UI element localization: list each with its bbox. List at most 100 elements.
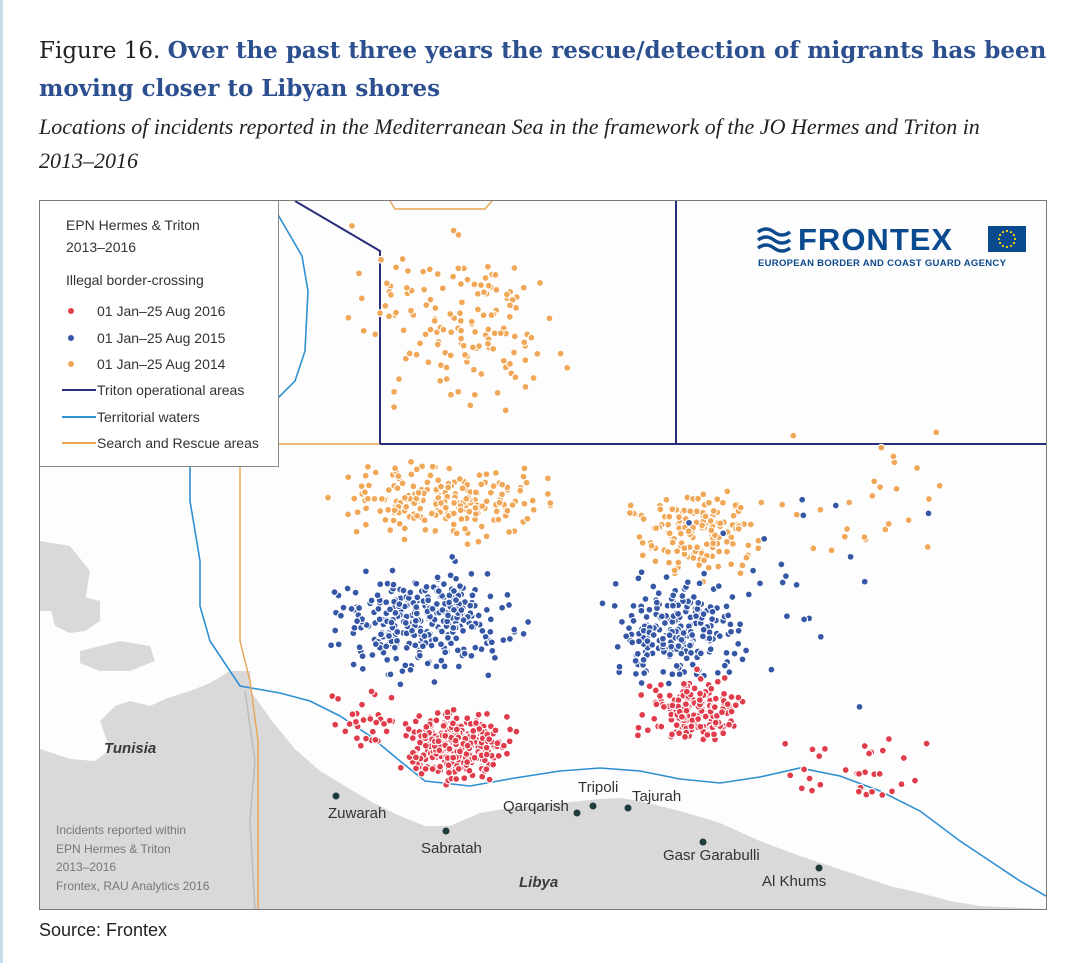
incident-marker-2016 xyxy=(667,730,676,739)
incident-marker-2015 xyxy=(440,662,449,671)
incident-marker-2014 xyxy=(400,493,409,502)
incident-marker-2015 xyxy=(524,618,533,626)
incident-marker-2015 xyxy=(408,626,416,635)
incident-marker-2015 xyxy=(423,659,432,668)
incident-marker-2014 xyxy=(706,516,715,525)
incident-marker-2016 xyxy=(345,720,354,728)
incident-marker-2015 xyxy=(412,603,421,612)
incident-marker-2016 xyxy=(367,687,376,696)
country-label-libya: Libya xyxy=(519,874,559,891)
incident-marker-2016 xyxy=(820,744,829,753)
incident-marker-2014 xyxy=(484,281,493,290)
incident-marker-2015 xyxy=(708,615,717,624)
incident-marker-2015 xyxy=(367,596,376,605)
incident-marker-2014 xyxy=(389,516,398,525)
legend-label: 01 Jan–25 Aug 2016 xyxy=(97,303,226,319)
incident-marker-2016 xyxy=(718,708,726,717)
incident-marker-2014 xyxy=(778,500,787,509)
incident-marker-2015 xyxy=(467,569,476,578)
incident-marker-2014 xyxy=(495,498,504,507)
incident-marker-2014 xyxy=(463,540,472,549)
incident-marker-2015 xyxy=(625,624,633,633)
incident-marker-2014 xyxy=(449,272,458,281)
incident-marker-2015 xyxy=(457,606,466,615)
incident-marker-2014 xyxy=(461,350,469,359)
incident-marker-2014 xyxy=(394,472,403,481)
incident-marker-2015 xyxy=(637,679,646,687)
incident-marker-2014 xyxy=(635,533,644,541)
incident-marker-2015 xyxy=(445,598,454,607)
incident-marker-2015 xyxy=(734,639,743,648)
incident-marker-2016 xyxy=(415,712,424,720)
incident-marker-2015 xyxy=(371,640,380,649)
incident-marker-2015 xyxy=(503,590,512,599)
incident-marker-2016 xyxy=(412,764,420,773)
incident-marker-2014 xyxy=(399,326,408,335)
incident-marker-2016 xyxy=(472,719,480,727)
incident-marker-2015 xyxy=(456,582,464,591)
incident-marker-2014 xyxy=(423,478,432,487)
incident-marker-2015 xyxy=(351,588,360,597)
incident-marker-2015 xyxy=(744,590,753,599)
incident-marker-2015 xyxy=(799,511,808,520)
incident-marker-2016 xyxy=(371,735,380,744)
legend-label: Triton operational areas xyxy=(97,382,245,398)
incident-marker-2015 xyxy=(800,615,809,624)
incident-marker-2014 xyxy=(407,457,415,466)
incident-marker-2014 xyxy=(454,387,463,396)
incident-marker-2014 xyxy=(355,269,363,278)
incident-marker-2015 xyxy=(441,648,450,657)
incident-marker-2015 xyxy=(689,593,698,601)
incident-marker-2014 xyxy=(529,505,538,514)
incident-marker-2015 xyxy=(622,632,631,641)
incident-marker-2014 xyxy=(446,390,455,399)
incident-marker-2015 xyxy=(399,586,408,595)
incident-marker-2014 xyxy=(713,495,722,504)
incident-marker-2015 xyxy=(437,656,446,665)
incident-marker-2015 xyxy=(727,627,735,636)
incident-marker-2014 xyxy=(436,376,445,385)
incident-marker-2014 xyxy=(480,288,488,297)
land-island-mid xyxy=(80,641,155,671)
incident-marker-2014 xyxy=(398,255,407,263)
legend-title-line2: 2013–2016 xyxy=(66,239,137,255)
incident-marker-2015 xyxy=(454,662,463,671)
incident-marker-2014 xyxy=(468,343,477,352)
incident-marker-2015 xyxy=(449,587,458,595)
eu-flag-icon xyxy=(988,226,1026,252)
incident-marker-2014 xyxy=(738,561,747,570)
incident-marker-2015 xyxy=(471,643,480,652)
incident-marker-2015 xyxy=(402,643,411,652)
incident-marker-2016 xyxy=(687,722,696,731)
incident-marker-2016 xyxy=(358,700,366,709)
incident-marker-2014 xyxy=(516,486,525,495)
incident-marker-2016 xyxy=(677,712,686,721)
incident-marker-2016 xyxy=(725,720,734,729)
incident-marker-2016 xyxy=(727,693,736,701)
incident-marker-2016 xyxy=(436,762,445,771)
country-label-tunisia: Tunisia xyxy=(104,740,157,757)
incident-marker-2015 xyxy=(760,534,769,543)
incident-marker-2016 xyxy=(897,780,906,789)
town-marker-sabratah xyxy=(442,827,450,835)
map-note-line4: Frontex, RAU Analytics 2016 xyxy=(56,878,210,893)
incident-marker-2016 xyxy=(681,700,690,709)
incident-marker-2014 xyxy=(563,363,572,372)
incident-marker-2014 xyxy=(477,281,485,290)
incident-marker-2014 xyxy=(421,330,430,339)
incident-marker-2014 xyxy=(381,301,390,310)
incident-marker-2014 xyxy=(478,502,487,511)
incident-marker-2014 xyxy=(364,481,373,490)
incident-marker-2015 xyxy=(490,653,499,662)
incident-marker-2014 xyxy=(881,525,890,534)
place-label-tripoli: Tripoli xyxy=(578,779,619,796)
incident-marker-2015 xyxy=(672,661,681,670)
incident-marker-2014 xyxy=(471,503,480,512)
incident-marker-2014 xyxy=(816,505,825,514)
incident-marker-2015 xyxy=(611,579,620,588)
incident-marker-2015 xyxy=(505,601,513,609)
incident-marker-2014 xyxy=(486,488,495,497)
incident-marker-2014 xyxy=(670,566,679,575)
incident-marker-2014 xyxy=(665,529,674,538)
incident-marker-2014 xyxy=(401,354,410,363)
